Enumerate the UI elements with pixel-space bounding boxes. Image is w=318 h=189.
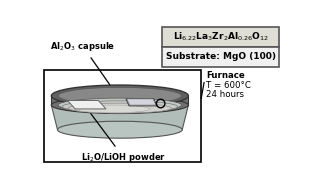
Polygon shape [67,100,106,109]
Ellipse shape [58,87,182,104]
FancyBboxPatch shape [162,26,279,46]
Ellipse shape [62,101,178,112]
Ellipse shape [51,97,188,114]
Polygon shape [126,99,157,106]
Text: 24 hours: 24 hours [206,90,244,99]
FancyBboxPatch shape [162,46,279,67]
Text: Substrate: MgO (100): Substrate: MgO (100) [166,52,276,61]
Text: Li$_2$O/LiOH powder: Li$_2$O/LiOH powder [81,113,166,164]
Text: T = 600°C: T = 600°C [206,81,251,90]
Polygon shape [51,105,188,130]
Ellipse shape [68,103,171,113]
Polygon shape [51,96,188,105]
Text: Li$_{6.22}$La$_3$Zr$_2$Al$_{0.26}$O$_{12}$: Li$_{6.22}$La$_3$Zr$_2$Al$_{0.26}$O$_{12… [173,30,268,43]
Text: Al$_2$O$_3$ capsule: Al$_2$O$_3$ capsule [50,40,115,86]
Ellipse shape [58,121,182,138]
Text: Furnace: Furnace [206,71,245,80]
Ellipse shape [58,98,182,112]
Ellipse shape [51,85,188,107]
Polygon shape [127,99,156,105]
Ellipse shape [74,105,150,113]
Bar [44,70,201,162]
